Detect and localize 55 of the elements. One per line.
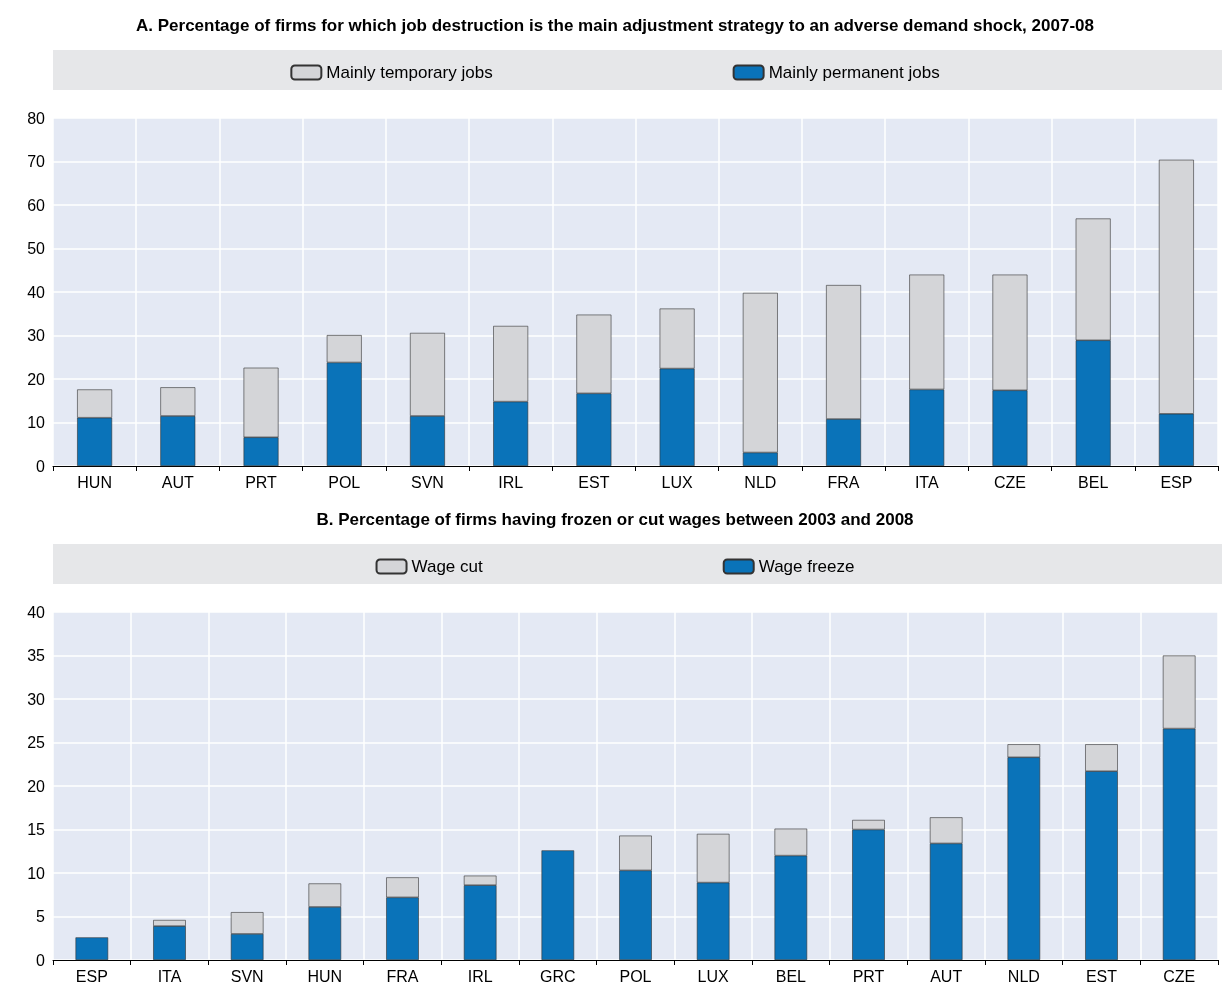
y-tick-label: 10 — [27, 864, 46, 882]
legend-label: Wage cut — [411, 557, 483, 576]
x-tick-label: IRL — [498, 473, 524, 491]
x-tick-label: ITA — [914, 473, 939, 491]
y-tick-label: 20 — [27, 777, 46, 795]
y-tick-label: 40 — [27, 603, 46, 621]
y-tick-label: 30 — [27, 327, 46, 344]
x-tick-label: EST — [1085, 967, 1118, 985]
x-tick-label: FRA — [386, 967, 419, 985]
x-tick-label: HUN — [307, 967, 343, 985]
chart-title: B. Percentage of firms having frozen or cut wages between 2003 and 2008 — [316, 510, 914, 529]
x-tick-label: CZE — [993, 473, 1026, 491]
x-tick-label: PRT — [245, 473, 278, 491]
x-tick-label: LUX — [697, 967, 730, 985]
y-tick-label: 25 — [27, 734, 46, 751]
y-tick-label: 10 — [27, 414, 46, 431]
y-tick-label: 30 — [27, 690, 46, 708]
x-tick-label: SVN — [230, 967, 264, 985]
legend-label: Mainly temporary jobs — [326, 63, 493, 82]
x-tick-label: ESP — [1160, 473, 1193, 491]
x-tick-label: AUT — [930, 967, 963, 985]
legend-label: Wage freeze — [758, 557, 855, 576]
x-tick-label: HUN — [77, 473, 112, 491]
y-tick-label: 35 — [27, 647, 46, 664]
x-tick-label: LUX — [661, 473, 693, 491]
x-tick-label: POL — [328, 473, 361, 491]
x-tick-label: EST — [578, 473, 610, 491]
y-tick-label: 60 — [27, 196, 46, 214]
y-tick-label: 0 — [36, 457, 46, 475]
y-tick-label: 40 — [27, 283, 46, 301]
x-tick-label: POL — [619, 967, 652, 985]
y-tick-label: 5 — [36, 908, 46, 925]
y-tick-label: 15 — [27, 821, 46, 838]
y-tick-label: 50 — [27, 240, 46, 257]
x-tick-label: PRT — [852, 967, 885, 985]
y-tick-label: 20 — [27, 370, 46, 388]
x-tick-label: NLD — [744, 473, 777, 491]
bar — [541, 850, 575, 960]
x-tick-label: ESP — [75, 967, 108, 985]
y-tick-label: 0 — [36, 951, 46, 969]
x-tick-label: FRA — [827, 473, 860, 491]
x-tick-label: IRL — [467, 967, 493, 985]
x-tick-label: ITA — [157, 967, 182, 985]
x-tick-label: BEL — [775, 967, 807, 985]
x-tick-label: SVN — [411, 473, 444, 491]
x-tick-label: BEL — [1078, 473, 1109, 491]
chart-title: A. Percentage of firms for which job destruction is the main adjustment strategy to an adverse demand shock, 2007-08 — [136, 16, 1094, 35]
x-tick-label: NLD — [1007, 967, 1040, 985]
legend-label: Mainly permanent jobs — [768, 63, 940, 82]
y-tick-label: 70 — [27, 153, 46, 170]
x-tick-label: AUT — [161, 473, 195, 491]
bar — [75, 937, 109, 960]
y-tick-label: 80 — [27, 109, 46, 127]
x-tick-label: CZE — [1163, 967, 1196, 985]
x-tick-label: GRC — [540, 967, 576, 985]
